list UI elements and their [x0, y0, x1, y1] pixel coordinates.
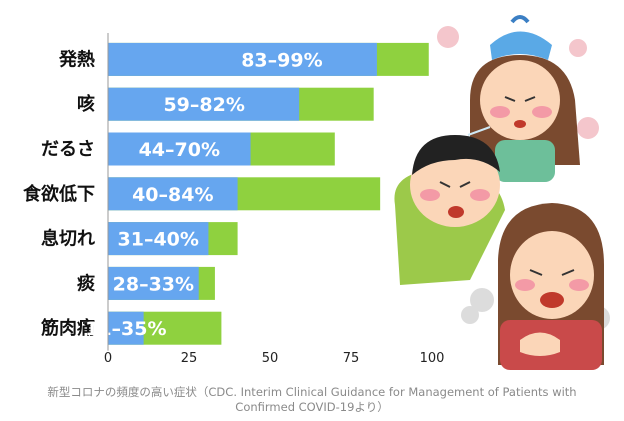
chart-caption: 新型コロナの頻度の高い症状（CDC. Interim Clinical Guid… [20, 385, 604, 415]
range-data-label: 44–70% [139, 139, 220, 161]
low-bar [108, 177, 238, 211]
x-tick-label: 50 [262, 351, 279, 366]
range-data-label: 83–99% [241, 49, 322, 71]
low-bar [108, 311, 144, 345]
caption-line-1: 新型コロナの頻度の高い症状（CDC. Interim Clinical Guid… [47, 385, 577, 399]
category-label: だるさ [41, 139, 95, 160]
category-label: 痰 [77, 272, 96, 294]
caption-line-2: Confirmed COVID-19より） [235, 400, 389, 414]
category-label: 咳 [77, 93, 95, 115]
low-bar [108, 42, 377, 76]
category-label: 筋肉痛 [41, 317, 95, 339]
woman-coughing-icon [461, 203, 610, 370]
x-tick-label: 25 [181, 351, 198, 366]
x-tick-label: 100 [420, 351, 445, 366]
woman-with-ice-bag-icon [437, 15, 599, 182]
category-label: 食欲低下 [22, 183, 95, 205]
range-data-label: 31–40% [118, 229, 199, 251]
range-data-label: 40–84% [132, 184, 213, 206]
range-data-label: 59–82% [163, 94, 244, 116]
man-with-fever-icon [394, 135, 505, 285]
x-tick-label: 75 [343, 351, 360, 366]
low-bar [108, 132, 251, 166]
low-bar [108, 266, 199, 300]
category-label: 息切れ [41, 228, 95, 250]
x-tick-label: 0 [104, 351, 112, 366]
low-bar [108, 87, 300, 121]
category-label: 発熱 [58, 48, 95, 70]
low-bar [108, 222, 209, 256]
range-data-label: 28–33% [113, 273, 194, 295]
range-data-label: 11–35% [85, 318, 166, 340]
